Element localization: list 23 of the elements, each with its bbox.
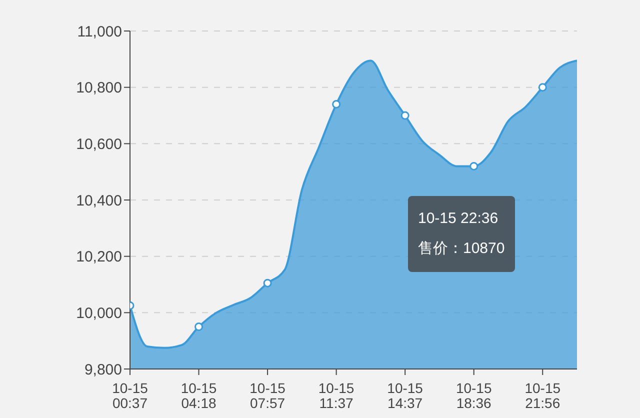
tooltip-box: 10-15 22:36 售价：10870 — [408, 196, 515, 272]
x-tick-label: 10-15 14:37 — [387, 380, 424, 411]
y-tick-label: 10,800 — [76, 80, 122, 97]
y-tick-label: 9,800 — [84, 361, 122, 378]
y-tick-label: 10,400 — [76, 192, 122, 210]
x-tick-label: 10-15 18:36 — [456, 380, 492, 411]
y-tick-label: 10,600 — [76, 136, 122, 153]
y-tick-label: 10,000 — [76, 304, 122, 322]
x-tick-label: 10-15 11:37 — [318, 380, 354, 411]
y-tick-label: 10,200 — [76, 248, 122, 266]
annotation: 10-15 22:36 — [418, 209, 500, 229]
y-tick-label: 11,000 — [77, 23, 122, 40]
x-tick-label: 10-15 21:56 — [524, 380, 561, 411]
point — [332, 100, 341, 108]
point — [470, 162, 478, 170]
point — [194, 322, 204, 331]
annotation: 售价：10870 — [418, 239, 505, 259]
x-tick-label: 10-15 00:37 — [112, 380, 148, 411]
x-tick-label: 10-15 04:18 — [180, 380, 217, 411]
x-tick-label: 10-15 07:57 — [250, 380, 286, 411]
point — [400, 111, 410, 120]
point — [263, 278, 272, 288]
point — [538, 83, 547, 92]
